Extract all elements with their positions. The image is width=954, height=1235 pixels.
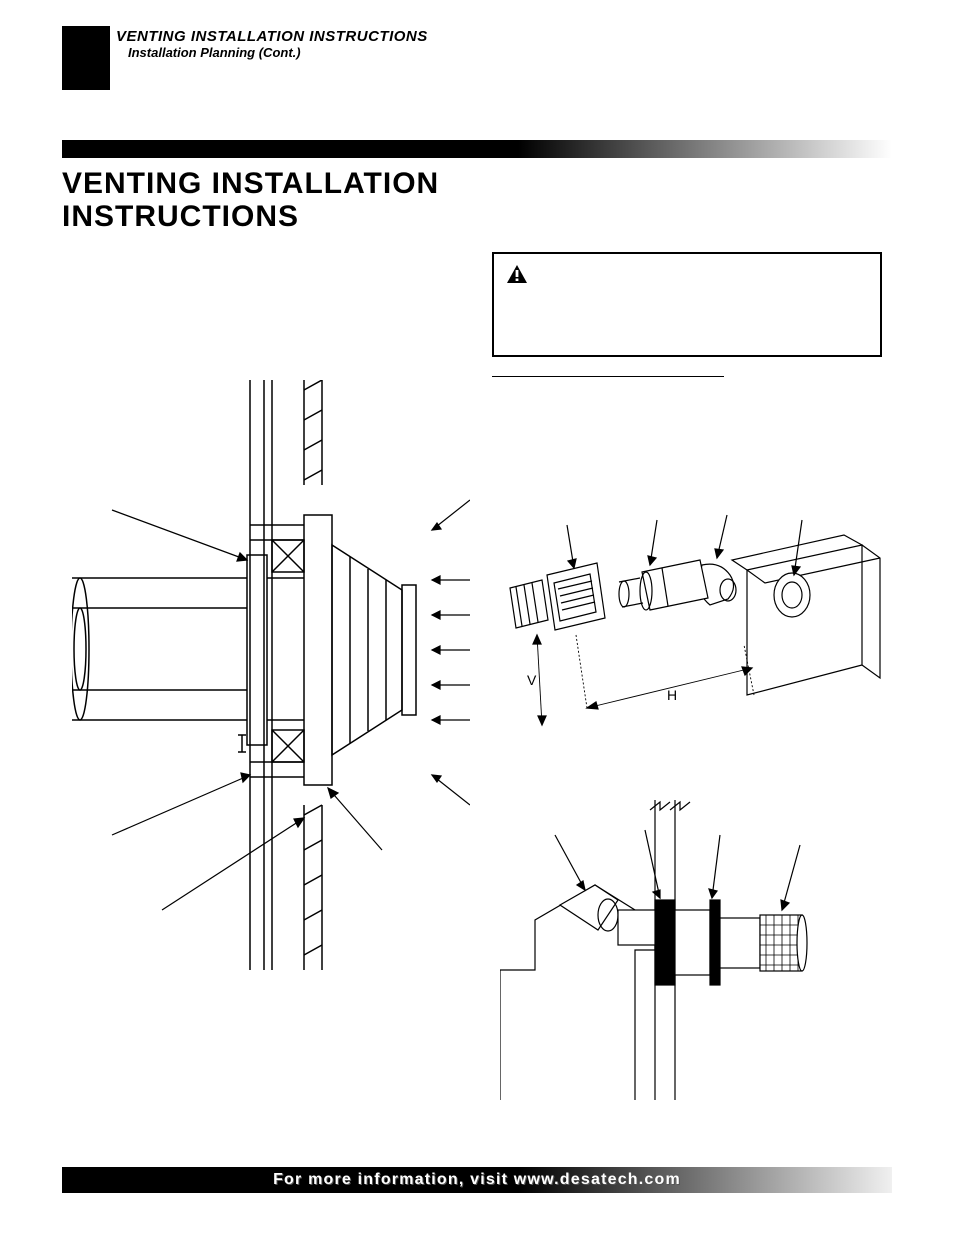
footer-bar: For more information, visit www.desatech… xyxy=(62,1167,892,1193)
diagram-isometric-assembly: H V xyxy=(492,490,882,750)
label-v: V xyxy=(527,672,537,688)
title-line2: INSTRUCTIONS xyxy=(62,200,299,233)
diagram-wall-vent-cross-section xyxy=(72,380,470,970)
page-header: VENTING INSTALLATION INSTRUCTIONS Instal… xyxy=(62,26,892,90)
header-subtitle: Installation Planning (Cont.) xyxy=(116,45,428,60)
header-title: VENTING INSTALLATION INSTRUCTIONS xyxy=(116,28,428,45)
diagram-angled-side-view xyxy=(500,800,850,1100)
label-h: H xyxy=(667,687,677,703)
page-title: VENTING INSTALLATION INSTRUCTIONS xyxy=(62,167,439,233)
footer-text: For more information, visit www.desatech… xyxy=(273,1171,681,1189)
section-underline xyxy=(492,376,724,377)
header-text-block: VENTING INSTALLATION INSTRUCTIONS Instal… xyxy=(116,26,428,60)
title-line1: VENTING INSTALLATION xyxy=(62,167,439,200)
header-accent-box xyxy=(62,26,110,90)
warning-box xyxy=(492,252,882,357)
header-gradient-bar xyxy=(62,140,892,158)
warning-icon xyxy=(506,264,528,284)
